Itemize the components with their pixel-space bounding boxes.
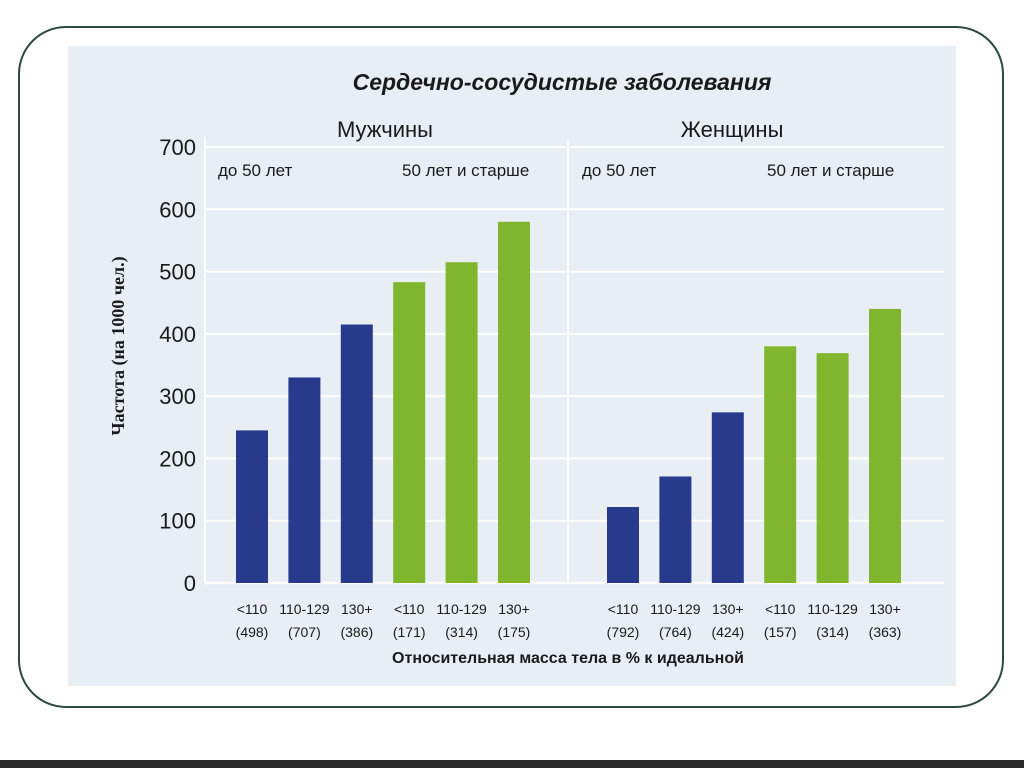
subgroup-label-men-under-50: до 50 лет [218, 161, 293, 180]
x-tick-label: 130+ [498, 601, 530, 617]
y-axis-label: Частота (на 1000 чел.) [108, 256, 129, 435]
bar [236, 430, 268, 583]
x-tick-count-label: (157) [764, 624, 797, 640]
x-tick-count-label: (424) [711, 624, 744, 640]
x-tick-count-label: (764) [659, 624, 692, 640]
bars [236, 221, 901, 583]
bar [340, 324, 373, 583]
y-tick-label: 700 [159, 135, 196, 160]
y-tick-label: 0 [184, 571, 196, 596]
bar [607, 507, 639, 583]
x-tick-label: <110 [608, 601, 639, 617]
x-tick-count-label: (314) [816, 624, 849, 640]
chart-title: Сердечно-сосудистые заболевания [353, 69, 772, 95]
group-label-women: Женщины [681, 117, 784, 142]
x-tick-label: <110 [394, 601, 425, 617]
x-tick-label: 110-129 [807, 601, 858, 617]
chart-text: Сердечно-сосудистые заболевания Мужчины … [108, 69, 901, 667]
y-tick-label: 300 [159, 384, 196, 409]
bar [711, 412, 744, 583]
x-tick-count-label: (386) [340, 624, 373, 640]
x-tick-label: 130+ [869, 601, 901, 617]
subgroup-label-women-under-50: до 50 лет [582, 161, 657, 180]
x-tick-count-label: (175) [498, 624, 531, 640]
subgroup-label-women-over-50: 50 лет и старше [767, 161, 894, 180]
bar [393, 282, 426, 583]
bar [445, 262, 478, 583]
y-tick-label: 600 [159, 197, 196, 222]
bar [659, 476, 692, 583]
x-tick-label: 130+ [341, 601, 373, 617]
y-tick-label: 100 [159, 509, 196, 534]
x-tick-count-label: (707) [288, 624, 321, 640]
bottom-rule [0, 760, 1024, 768]
x-tick-count-label: (498) [236, 624, 269, 640]
x-tick-label: <110 [237, 601, 268, 617]
x-tick-count-label: (171) [393, 624, 426, 640]
y-tick-label: 200 [159, 446, 196, 471]
y-tick-label: 400 [159, 322, 196, 347]
x-axis-label: Относительная масса тела в % к идеальной [392, 650, 744, 667]
y-tick-label: 500 [159, 260, 196, 285]
x-tick-count-label: (314) [445, 624, 478, 640]
bar [816, 353, 849, 583]
x-tick-label: <110 [765, 601, 796, 617]
bar [764, 346, 797, 583]
x-tick-label: 110-129 [650, 601, 701, 617]
subgroup-label-men-over-50: 50 лет и старше [402, 161, 529, 180]
x-tick-count-label: (363) [869, 624, 902, 640]
bar [288, 377, 321, 583]
x-tick-label: 130+ [712, 601, 744, 617]
x-tick-label: 110-129 [436, 601, 487, 617]
x-tick-count-label: (792) [607, 624, 640, 640]
bar [869, 308, 901, 583]
bar [498, 221, 530, 583]
x-tick-label: 110-129 [279, 601, 330, 617]
group-label-men: Мужчины [337, 117, 433, 142]
